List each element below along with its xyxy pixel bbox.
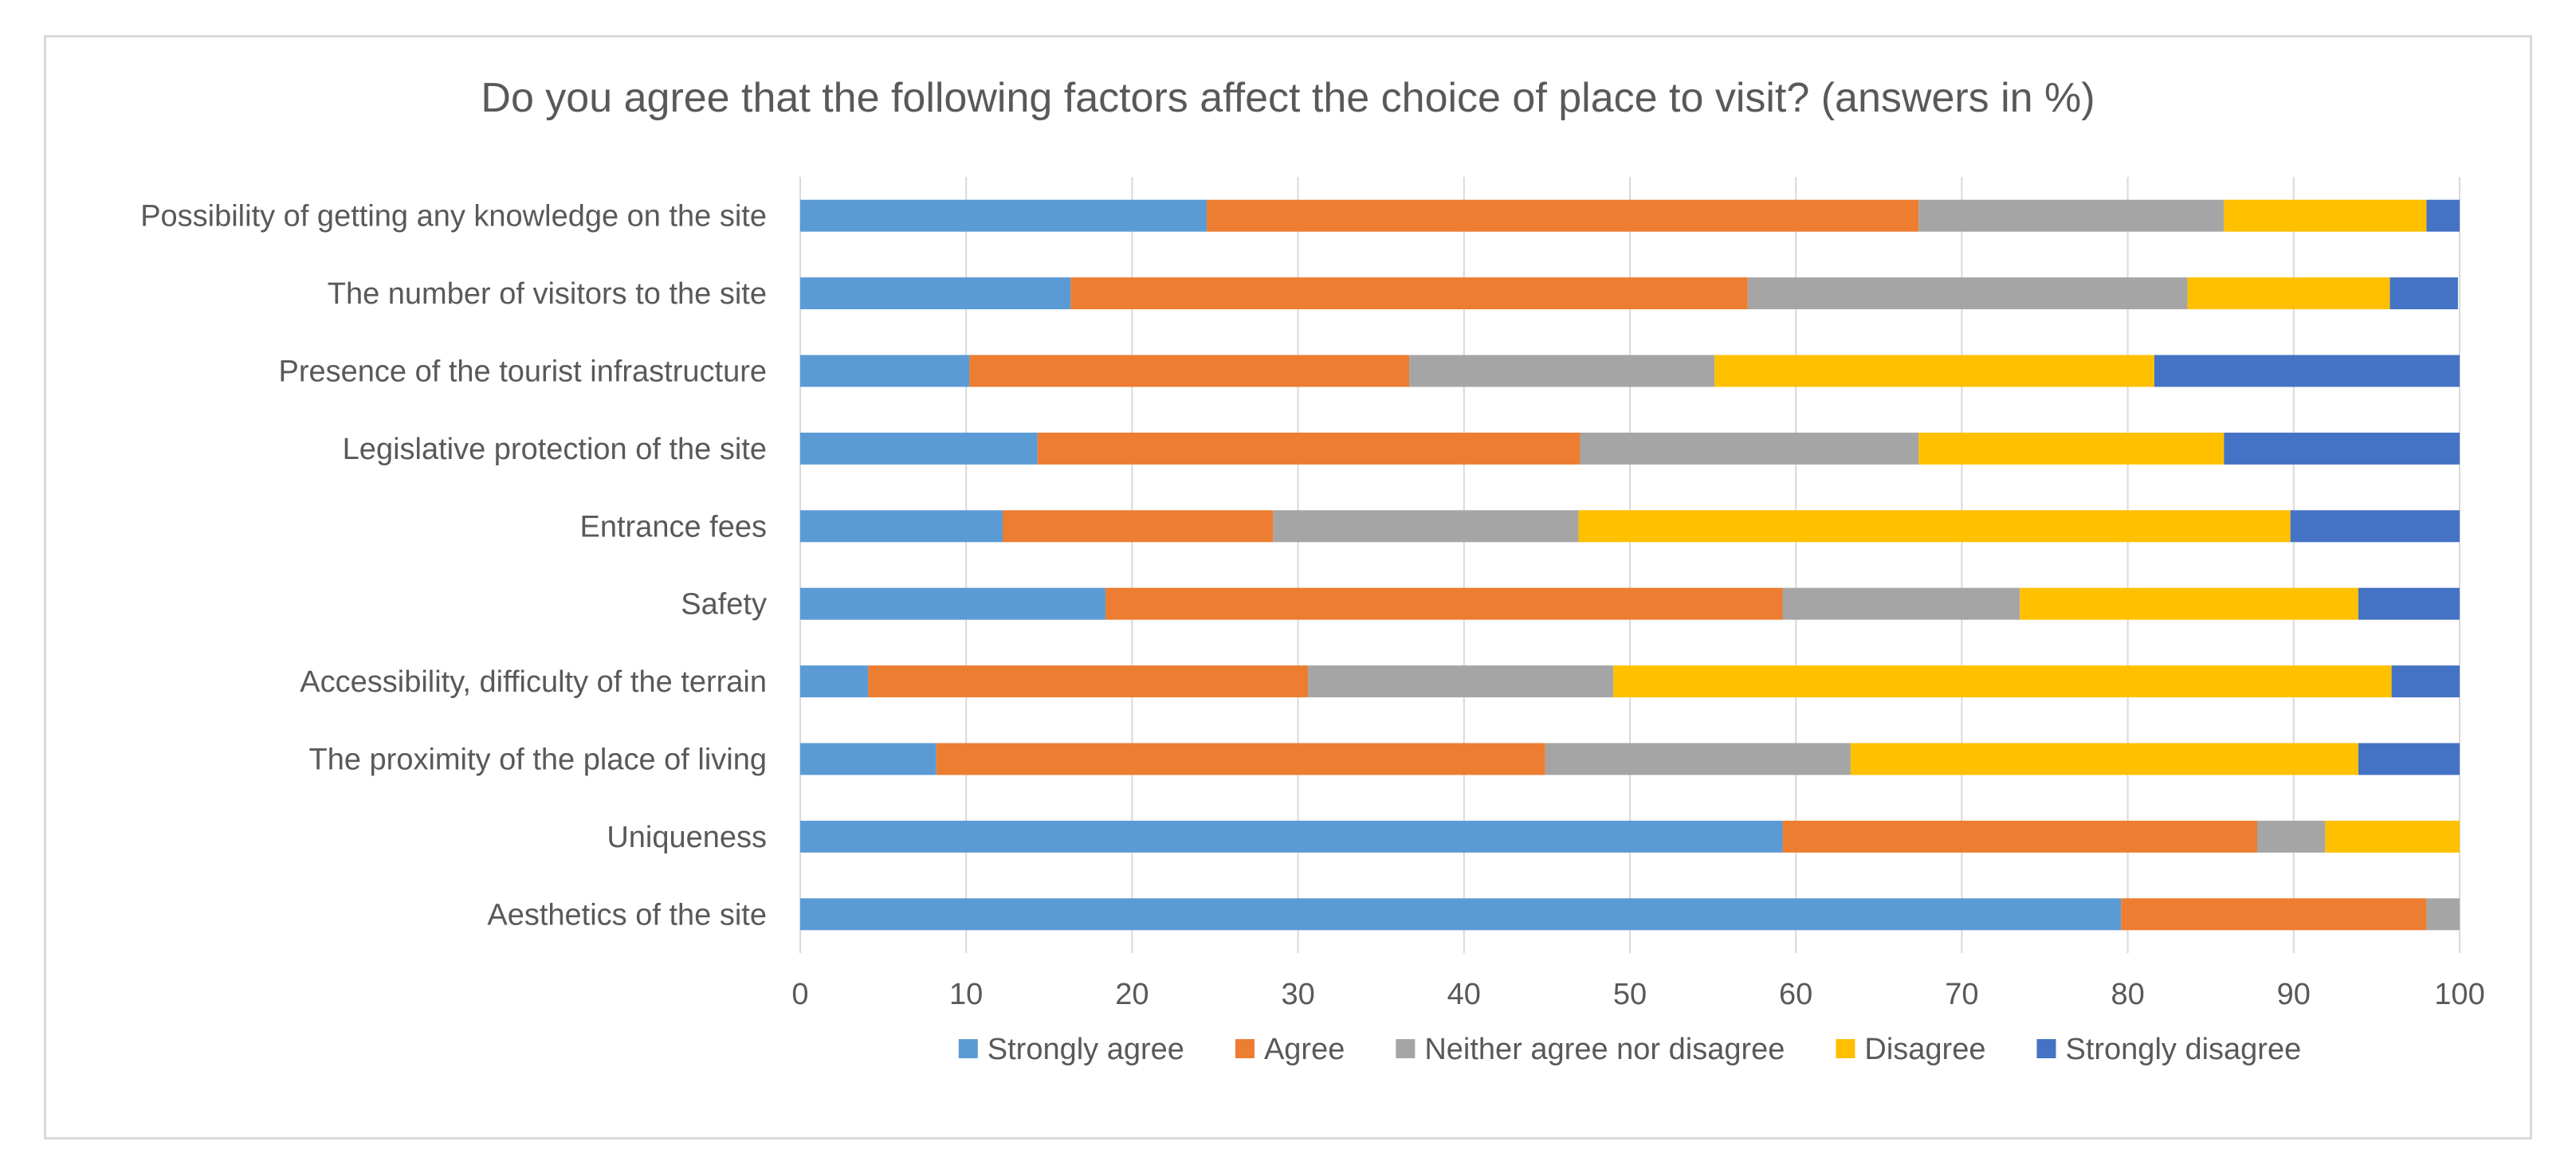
category-labels: Possibility of getting any knowledge on … [140, 200, 767, 932]
bar-segment-strongly-disagree [2154, 355, 2460, 387]
bar-segment-disagree [2187, 277, 2390, 310]
legend-item: Strongly disagree [2036, 1033, 2301, 1066]
category-label: Safety [681, 588, 767, 622]
bar-segment-agree [1037, 432, 1581, 465]
bar-segment-neither-agree-nor-disagree [1308, 665, 1614, 698]
x-tick-label: 70 [1945, 978, 1978, 1011]
legend-swatch [1836, 1039, 1855, 1058]
bar-segment-disagree [1578, 510, 2291, 543]
bar-segment-strongly-disagree [2290, 510, 2460, 543]
legend-item: Disagree [1836, 1033, 1985, 1066]
legend-label: Strongly agree [988, 1033, 1184, 1066]
legend-item: Neither agree nor disagree [1396, 1033, 1785, 1066]
bar-segment-disagree [1918, 432, 2225, 465]
bar-segment-neither-agree-nor-disagree [1545, 743, 1851, 775]
bar-segment-neither-agree-nor-disagree [2426, 898, 2460, 931]
bar-segment-neither-agree-nor-disagree [2256, 820, 2326, 853]
category-label: Accessibility, difficulty of the terrain [300, 665, 767, 699]
bar-segment-strongly-agree [800, 898, 2122, 931]
bar-segment-strongly-agree [800, 277, 1071, 310]
category-label: Possibility of getting any knowledge on … [140, 200, 767, 233]
bar-segment-strongly-agree [800, 355, 970, 387]
bar-segment-agree [2121, 898, 2427, 931]
legend-swatch [958, 1039, 978, 1058]
x-tick-label: 80 [2111, 978, 2144, 1011]
x-tick-label: 0 [791, 978, 808, 1011]
x-tick-label: 100 [2434, 978, 2484, 1011]
bar-segment-strongly-agree [800, 510, 1003, 543]
legend-swatch [1396, 1039, 1416, 1058]
bar-segment-agree [969, 355, 1410, 387]
category-label: Entrance fees [580, 510, 767, 543]
bar-segment-strongly-agree [800, 820, 1783, 853]
bar-segment-strongly-agree [800, 432, 1038, 465]
category-label: Presence of the tourist infrastructure [278, 355, 767, 389]
bar-segment-disagree [2224, 199, 2427, 232]
bar-segment-disagree [2325, 820, 2460, 853]
category-label: The number of visitors to the site [328, 277, 767, 311]
category-label: Legislative protection of the site [343, 433, 767, 466]
bar-segment-strongly-agree [800, 199, 1208, 232]
bar-segment-strongly-disagree [2389, 277, 2458, 310]
bar-segment-disagree [1613, 665, 2392, 698]
x-tick-label: 90 [2277, 978, 2311, 1011]
x-tick-label: 30 [1281, 978, 1314, 1011]
bar-segment-disagree [2020, 587, 2358, 620]
category-label: The proximity of the place of living [309, 743, 768, 777]
bar-segment-strongly-agree [800, 587, 1106, 620]
legend: Strongly agree Agree Neither agree nor dis… [958, 1033, 2301, 1066]
x-tick-label: 20 [1115, 978, 1149, 1011]
chart-title: Do you agree that the following factors … [481, 75, 2095, 121]
legend-label: Neither agree nor disagree [1424, 1033, 1785, 1066]
legend-item: Strongly agree [958, 1033, 1184, 1066]
x-tick-label: 50 [1613, 978, 1647, 1011]
bar-segment-neither-agree-nor-disagree [1273, 510, 1579, 543]
bar-segment-strongly-disagree [2358, 743, 2460, 775]
bar-segment-neither-agree-nor-disagree [1782, 587, 2020, 620]
legend-label: Strongly disagree [2065, 1033, 2301, 1066]
bar-segment-strongly-agree [800, 743, 937, 775]
bar-segment-agree [868, 665, 1309, 698]
x-tick-label: 10 [949, 978, 983, 1011]
bar-segment-strongly-disagree [2358, 587, 2460, 620]
bar-segment-agree [1070, 277, 1748, 310]
bar-segment-agree [1003, 510, 1274, 543]
bar-segment-agree [936, 743, 1545, 775]
bar-segment-neither-agree-nor-disagree [1409, 355, 1715, 387]
bar-segment-disagree [1850, 743, 2358, 775]
legend-swatch [1235, 1039, 1255, 1058]
bar-segment-agree [1105, 587, 1783, 620]
legend-item: Agree [1235, 1033, 1345, 1066]
legend-label: Agree [1264, 1033, 1345, 1066]
bar-segment-neither-agree-nor-disagree [1580, 432, 1919, 465]
x-tick-label: 40 [1447, 978, 1481, 1011]
bar-segment-strongly-agree [800, 665, 869, 698]
bar-segment-neither-agree-nor-disagree [1747, 277, 2188, 310]
legend-swatch [2036, 1039, 2056, 1058]
x-tick-label: 60 [1779, 978, 1812, 1011]
bars [800, 199, 2460, 931]
bar-segment-disagree [1714, 355, 2154, 387]
bar-segment-neither-agree-nor-disagree [1918, 199, 2225, 232]
bar-segment-agree [1207, 199, 1919, 232]
bar-segment-strongly-disagree [2224, 432, 2460, 465]
bar-segment-strongly-disagree [2426, 199, 2460, 232]
legend-label: Disagree [1864, 1033, 1985, 1066]
x-axis-tick-labels: 0 10 20 30 40 50 60 70 80 90 100 [791, 978, 2484, 1011]
bar-segment-strongly-disagree [2391, 665, 2460, 698]
bar-segment-agree [1782, 820, 2257, 853]
category-label: Uniqueness [607, 821, 767, 854]
category-label: Aesthetics of the site [487, 898, 767, 932]
